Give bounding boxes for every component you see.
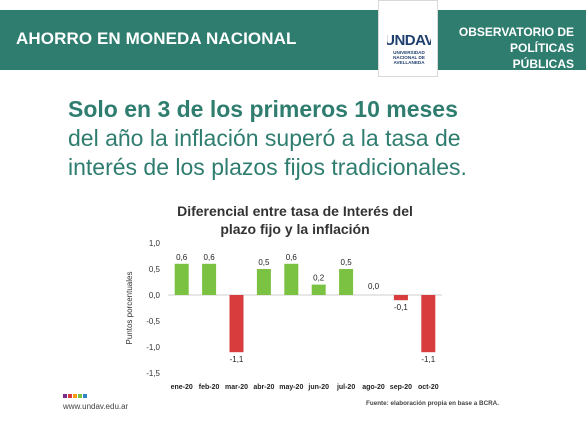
y-tick-label: -1,5 [146, 369, 160, 378]
x-tick-label: mar-20 [225, 384, 248, 391]
brand-dot [68, 394, 72, 398]
x-tick-label: sep-20 [390, 384, 412, 391]
headline-line-2: del año la inflación superó a la tasa de [68, 125, 461, 151]
y-tick-label: 0,5 [149, 265, 161, 274]
observatory-title: OBSERVATORIO DE POLÍTICAS PÚBLICAS [446, 24, 574, 72]
y-axis-label: Puntos porcentuales [125, 272, 134, 345]
bar [311, 284, 326, 295]
bar-value-label: -1,1 [230, 355, 244, 364]
x-tick-label: may-20 [279, 384, 303, 391]
undav-logo: UNDAV UNIVERSIDAD NACIONAL DE AVELLANEDA [378, 0, 438, 77]
brand-dot [78, 394, 82, 398]
section-title: AHORRO EN MONEDA NACIONAL [16, 29, 297, 48]
x-tick-label: ene-20 [171, 384, 193, 391]
y-tick-label: 1,0 [149, 239, 161, 248]
bar-value-label: 0,2 [313, 274, 325, 283]
y-tick-label: -0,5 [146, 317, 160, 326]
bar-value-label: -0,1 [394, 303, 408, 312]
chart-title-line2: plazo fijo y la inflación [220, 221, 370, 237]
bar [284, 263, 299, 295]
bar-value-label: 0,6 [176, 253, 188, 262]
logo-wordmark: UNDAV [387, 32, 431, 47]
chart-title: Diferencial entre tasa de Interés del pl… [150, 202, 440, 238]
y-tick-label: 0,0 [149, 291, 161, 300]
undav-logo-mark: UNDAV [387, 32, 431, 47]
x-tick-label: oct-20 [418, 384, 439, 391]
bar-value-label: 0,6 [204, 253, 216, 262]
observatory-title-line1: OBSERVATORIO DE [458, 25, 574, 39]
headline-line-3: interés de los plazos fijos tradicionale… [68, 154, 467, 180]
headline: Solo en 3 de los primeros 10 meses del a… [68, 95, 538, 182]
header-bar: AHORRO EN MONEDA NACIONAL OBSERVATORIO D… [0, 10, 586, 72]
bar [256, 269, 271, 295]
bar-value-label: 0,6 [286, 253, 298, 262]
bar-value-label: 0,5 [341, 258, 353, 267]
footer-source: Fuente: elaboración propia en base a BCR… [366, 400, 499, 407]
bar [339, 269, 354, 295]
x-tick-label: feb-20 [199, 384, 220, 391]
brand-dot [83, 394, 87, 398]
x-tick-label: abr-20 [253, 384, 274, 391]
bar [229, 295, 244, 353]
bar-value-label: -1,1 [421, 355, 435, 364]
x-tick-label: jul-20 [336, 384, 355, 391]
x-tick-label: ago-20 [362, 384, 385, 391]
chart-title-line1: Diferencial entre tasa de Interés del [177, 203, 413, 219]
brand-dots [63, 394, 87, 398]
logo-subtitle: UNIVERSIDAD NACIONAL DE AVELLANEDA [393, 50, 425, 65]
bar [393, 295, 408, 301]
brand-dot [73, 394, 77, 398]
headline-bold-line: Solo en 3 de los primeros 10 meses [68, 96, 458, 122]
bar-value-label: 0,0 [368, 282, 380, 291]
observatory-title-line2: POLÍTICAS PÚBLICAS [509, 41, 574, 71]
bar [174, 263, 189, 295]
brand-dot [63, 394, 67, 398]
y-tick-label: -1,0 [146, 343, 160, 352]
bar [421, 295, 436, 353]
bar-value-label: 0,5 [258, 258, 270, 267]
bar [202, 263, 217, 295]
x-tick-label: jun-20 [307, 384, 329, 391]
footer-url: www.undav.edu.ar [63, 402, 129, 411]
bar-chart: Puntos porcentuales 1,0 0,5 0,0 -0,5 -1,0 -1,5… [125, 239, 442, 391]
